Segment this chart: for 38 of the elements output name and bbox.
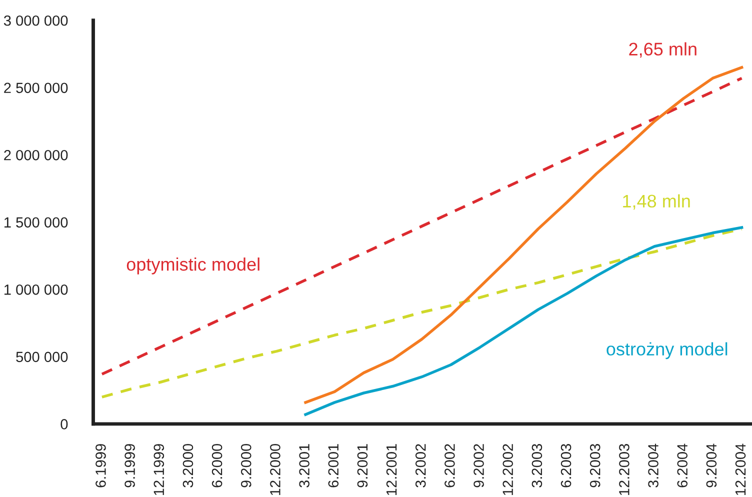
x-tick-label: 6.2004	[677, 444, 688, 488]
x-tick-label: 9.2001	[357, 444, 368, 488]
y-tick-label: 3 000 000	[4, 15, 68, 26]
y-tick-label: 0	[60, 419, 68, 430]
x-tick-label: 9.2000	[240, 444, 252, 488]
series-label: optymistic model	[126, 258, 260, 274]
annotation: 1,48 mln	[623, 194, 690, 210]
y-tick-label: 1 000 000	[4, 284, 68, 295]
x-tick-label: 9.2004	[706, 444, 717, 488]
x-tick-label: 6.2000	[212, 444, 222, 488]
line-series	[100, 76, 744, 376]
x-tick-label: 6.1999	[96, 444, 106, 488]
annotation: 2,65 mln	[629, 42, 696, 58]
y-tick-label: 1 500 000	[4, 217, 68, 228]
y-tick-label: 500 000	[16, 352, 68, 362]
x-tick-label: 6.2003	[560, 444, 572, 488]
y-tick-label: 2 500 000	[4, 82, 68, 94]
x-tick-label: 3.2003	[532, 444, 542, 488]
x-tick-label: 12.2002	[502, 444, 514, 495]
y-tick-label: 2 000 000	[4, 150, 68, 160]
x-tick-label: 6.2002	[444, 444, 455, 488]
x-tick-label: 12.2004	[735, 444, 746, 495]
x-tick-label: 12.2001	[386, 444, 397, 495]
line-series	[304, 226, 744, 416]
x-tick-label: 3.2002	[415, 444, 426, 488]
x-tick-label: 3.2000	[182, 444, 194, 488]
x-tick-label: 3.2001	[299, 444, 310, 488]
x-tick-label: 9.1999	[124, 444, 135, 488]
x-tick-label: 12.2000	[270, 444, 280, 495]
x-tick-label: 9.2003	[590, 444, 600, 488]
line-series	[100, 227, 744, 398]
x-tick-label: 9.2002	[474, 444, 484, 488]
line-series	[304, 66, 744, 404]
x-tick-label: 12.2003	[619, 444, 630, 495]
x-tick-label: 6.2001	[328, 444, 339, 488]
text: ostrożny model	[606, 342, 728, 360]
x-tick-label: 12.1999	[154, 444, 164, 495]
x-tick-label: 3.2004	[648, 444, 658, 488]
